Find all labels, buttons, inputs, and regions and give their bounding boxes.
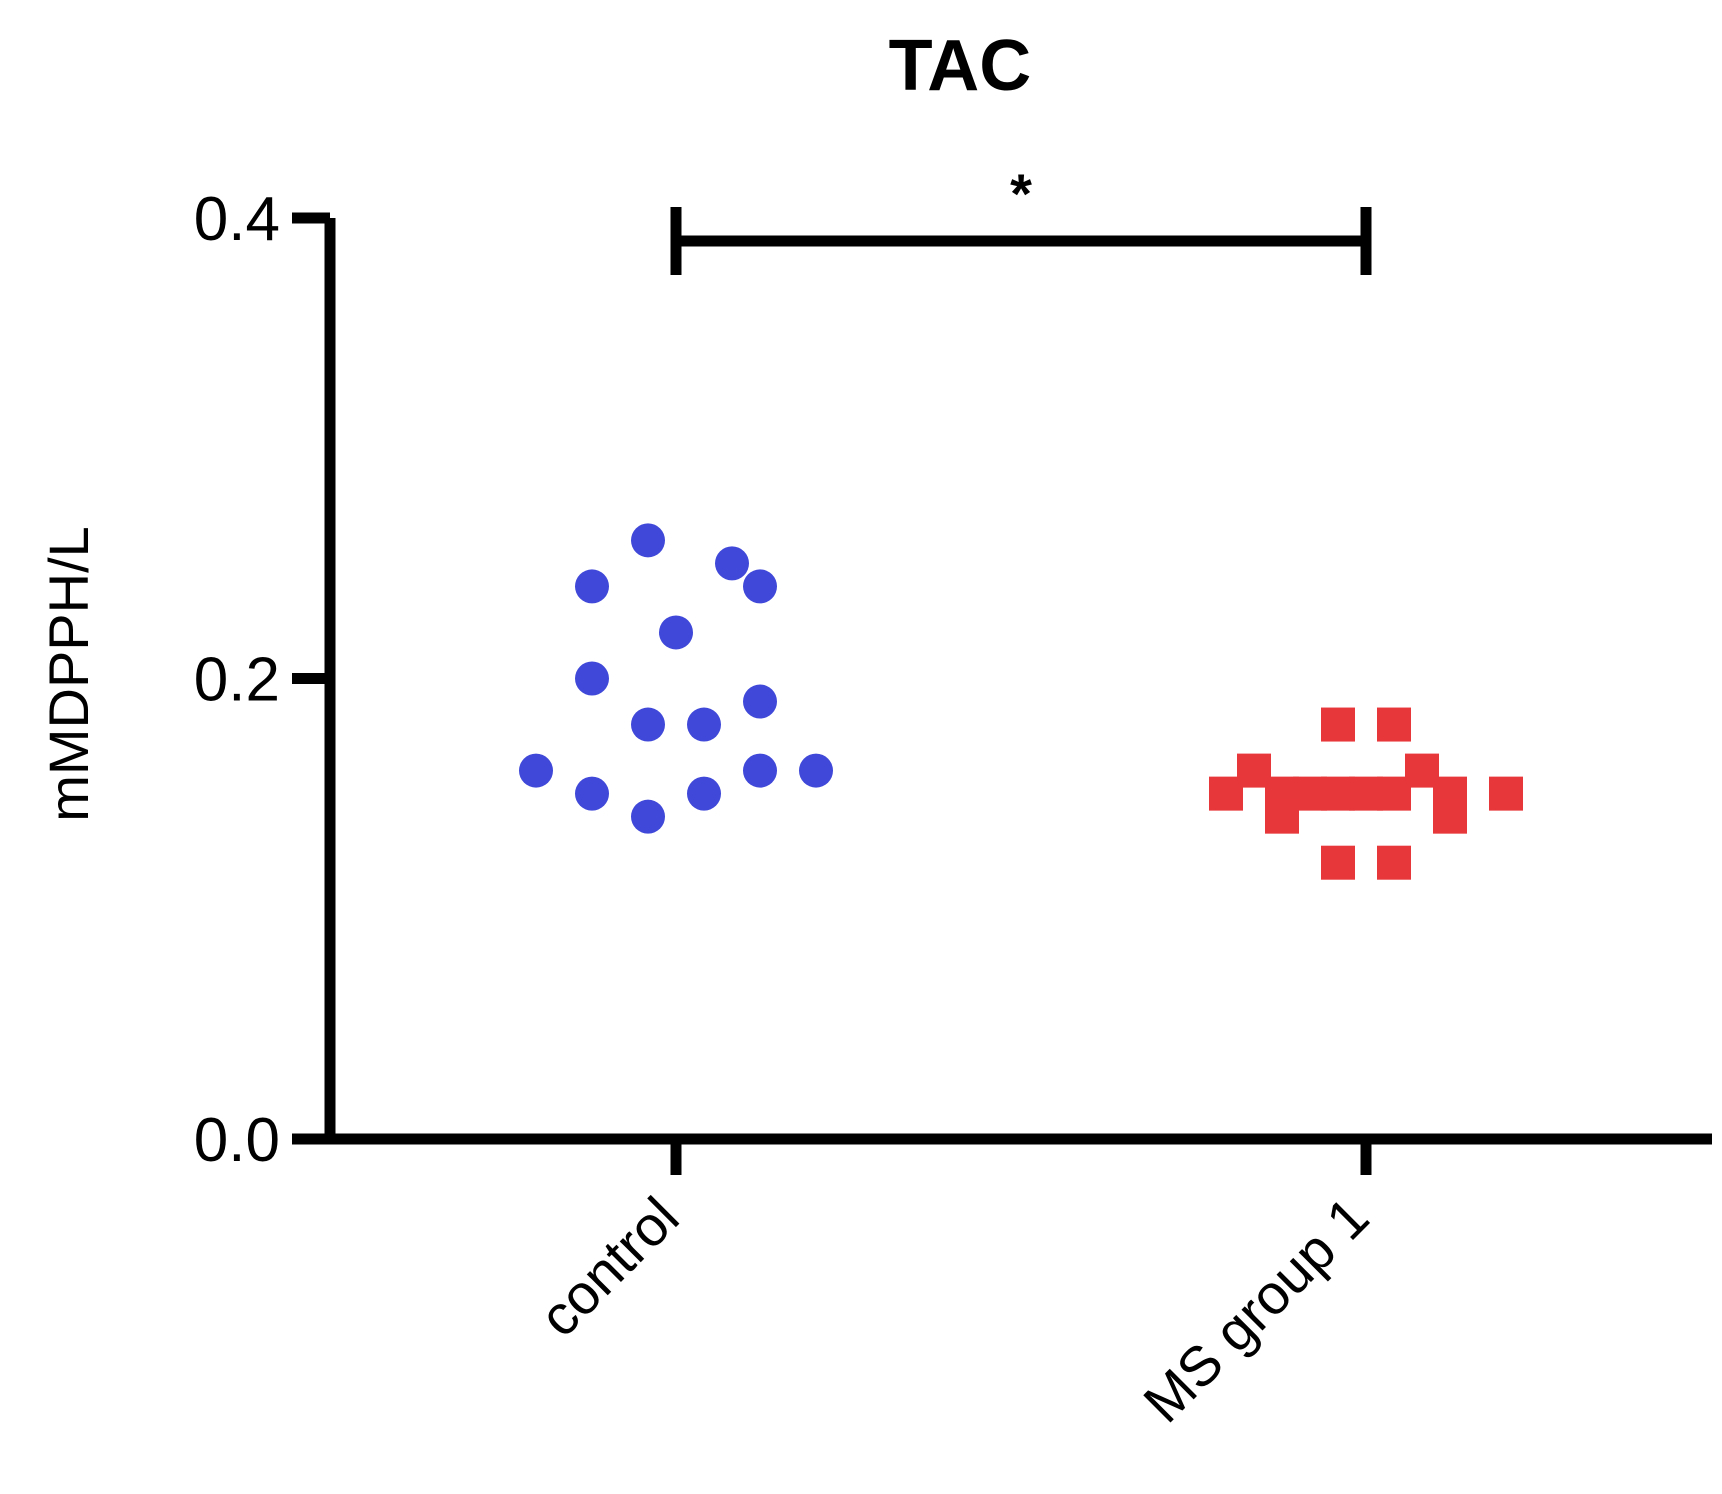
data-point-control xyxy=(519,753,553,788)
x-ticks: control MS group 1 xyxy=(527,1139,1380,1434)
y-tick-label: 0.0 xyxy=(194,1106,280,1175)
data-point-control xyxy=(715,546,749,581)
y-ticks: 0.0 0.2 0.4 xyxy=(194,185,330,1175)
data-point-ms-group-1 xyxy=(1209,776,1243,811)
x-tick-label: MS group 1 xyxy=(1131,1185,1380,1434)
data-point-control xyxy=(659,615,693,650)
data-point-ms-group-1 xyxy=(1377,707,1411,742)
data-point-ms-group-1 xyxy=(1377,776,1411,811)
data-point-control xyxy=(631,707,665,742)
y-tick-label: 0.2 xyxy=(194,646,280,715)
significance-bracket: * xyxy=(670,162,1372,276)
y-axis-label: mMDPPH/L xyxy=(37,526,100,822)
axes xyxy=(295,218,1712,1145)
data-point-control xyxy=(631,799,665,834)
data-point-control xyxy=(687,776,721,811)
data-point-control xyxy=(575,661,609,696)
chart-title: TAC xyxy=(889,26,1032,106)
data-point-control xyxy=(575,569,609,604)
x-tick-label: control xyxy=(527,1185,690,1348)
data-point-ms-group-1 xyxy=(1321,707,1355,742)
data-point-ms-group-1 xyxy=(1433,799,1467,834)
data-point-control xyxy=(743,753,777,788)
data-point-control xyxy=(743,569,777,604)
data-point-ms-group-1 xyxy=(1377,845,1411,880)
data-point-ms-group-1 xyxy=(1489,776,1523,811)
data-point-ms-group-1 xyxy=(1321,845,1355,880)
significance-star: * xyxy=(1010,162,1032,225)
data-point-control xyxy=(575,776,609,811)
data-point-control xyxy=(799,753,833,788)
data-point-control xyxy=(631,523,665,558)
y-tick-label: 0.4 xyxy=(194,185,280,254)
data-points xyxy=(519,523,1523,880)
data-point-ms-group-1 xyxy=(1265,799,1299,834)
data-point-control xyxy=(687,707,721,742)
data-point-control xyxy=(743,684,777,719)
